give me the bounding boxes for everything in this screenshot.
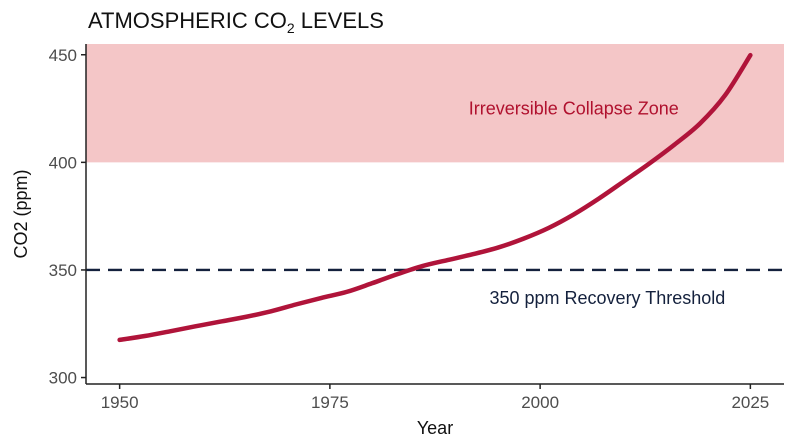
x-axis-title: Year — [417, 418, 453, 438]
y-tick-label: 400 — [49, 153, 77, 172]
reference-lines-layer: 350 ppm Recovery Threshold — [86, 268, 784, 308]
chart-title: ATMOSPHERIC CO2 LEVELS — [88, 8, 384, 36]
y-tick-label: 450 — [49, 46, 77, 65]
chart-title-main: ATMOSPHERIC CO — [88, 8, 287, 33]
chart-title-subscript: 2 — [287, 20, 295, 36]
zones-layer: Irreversible Collapse Zone — [86, 44, 784, 163]
co2-series-line — [117, 52, 753, 343]
threshold-label: 350 ppm Recovery Threshold — [489, 288, 725, 308]
y-axis-title: CO2 (ppm) — [11, 169, 31, 258]
zone-band — [86, 44, 784, 163]
y-ticks-layer: 300 350 400 450 — [49, 46, 86, 388]
zone-label: Irreversible Collapse Zone — [469, 99, 679, 119]
x-tick-label: 1975 — [311, 393, 349, 412]
series-layer — [117, 52, 753, 343]
x-tick-label: 1950 — [101, 393, 139, 412]
x-ticks-layer: 1950 1975 2000 2025 — [101, 384, 769, 412]
chart-title-end: LEVELS — [295, 8, 384, 33]
y-tick-label: 300 — [49, 369, 77, 388]
x-tick-label: 2025 — [731, 393, 769, 412]
y-tick-label: 350 — [49, 261, 77, 280]
x-tick-label: 2000 — [521, 393, 559, 412]
